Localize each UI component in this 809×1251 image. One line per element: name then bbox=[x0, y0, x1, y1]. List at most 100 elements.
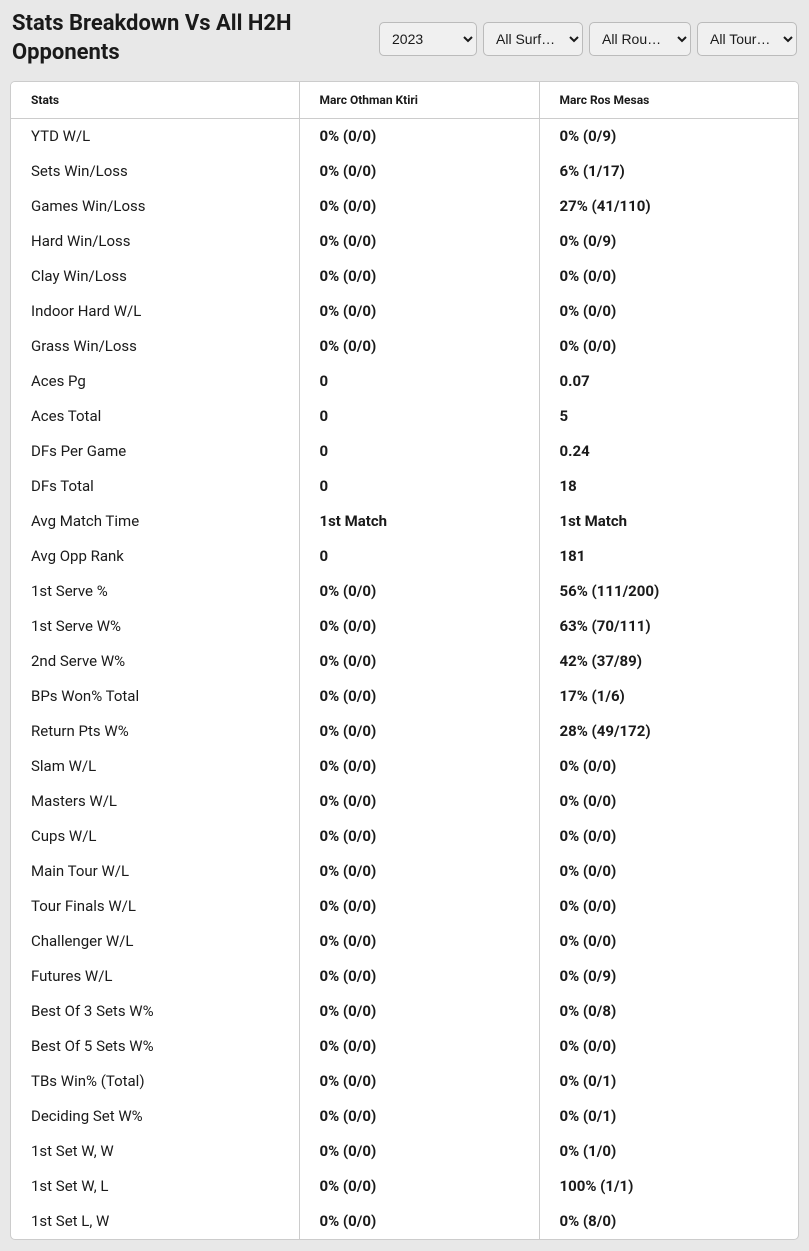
stat-label: Cups W/L bbox=[11, 819, 299, 854]
stat-label: YTD W/L bbox=[11, 119, 299, 154]
table-row: Best Of 5 Sets W%0% (0/0)0% (0/0) bbox=[11, 1029, 798, 1064]
table-row: DFs Total018 bbox=[11, 469, 798, 504]
stat-value: 0% (0/0) bbox=[299, 574, 539, 609]
stat-value: 0% (0/0) bbox=[539, 819, 798, 854]
stat-label: Best Of 5 Sets W% bbox=[11, 1029, 299, 1064]
table-row: 1st Set L, W0% (0/0)0% (8/0) bbox=[11, 1204, 798, 1239]
stat-label: DFs Per Game bbox=[11, 434, 299, 469]
table-row: 2nd Serve W%0% (0/0)42% (37/89) bbox=[11, 644, 798, 679]
stat-label: Slam W/L bbox=[11, 749, 299, 784]
stat-value: 0% (0/0) bbox=[299, 1099, 539, 1134]
stat-label: Tour Finals W/L bbox=[11, 889, 299, 924]
stat-value: 0% (8/0) bbox=[539, 1204, 798, 1239]
stat-value: 0% (0/0) bbox=[299, 154, 539, 189]
table-row: Sets Win/Loss0% (0/0)6% (1/17) bbox=[11, 154, 798, 189]
table-row: TBs Win% (Total)0% (0/0)0% (0/1) bbox=[11, 1064, 798, 1099]
stat-value: 0% (0/1) bbox=[539, 1099, 798, 1134]
table-row: 1st Set W, W0% (0/0)0% (1/0) bbox=[11, 1134, 798, 1169]
stat-value: 0% (0/0) bbox=[299, 924, 539, 959]
stat-value: 0% (0/8) bbox=[539, 994, 798, 1029]
table-row: Indoor Hard W/L0% (0/0)0% (0/0) bbox=[11, 294, 798, 329]
stat-value: 0% (0/0) bbox=[299, 714, 539, 749]
stat-value: 1st Match bbox=[539, 504, 798, 539]
table-row: 1st Set W, L0% (0/0)100% (1/1) bbox=[11, 1169, 798, 1204]
stat-value: 0.07 bbox=[539, 364, 798, 399]
column-header-stats: Stats bbox=[11, 82, 299, 119]
stat-label: Futures W/L bbox=[11, 959, 299, 994]
stat-value: 0% (0/0) bbox=[299, 644, 539, 679]
column-header-player2: Marc Ros Mesas bbox=[539, 82, 798, 119]
table-row: Hard Win/Loss0% (0/0)0% (0/9) bbox=[11, 224, 798, 259]
stat-value: 181 bbox=[539, 539, 798, 574]
stat-value: 0% (0/0) bbox=[539, 1029, 798, 1064]
stat-value: 27% (41/110) bbox=[539, 189, 798, 224]
stat-label: Challenger W/L bbox=[11, 924, 299, 959]
stat-value: 28% (49/172) bbox=[539, 714, 798, 749]
stat-value: 0 bbox=[299, 539, 539, 574]
table-row: BPs Won% Total0% (0/0)17% (1/6) bbox=[11, 679, 798, 714]
stat-label: 1st Set W, W bbox=[11, 1134, 299, 1169]
table-row: Main Tour W/L0% (0/0)0% (0/0) bbox=[11, 854, 798, 889]
stat-label: Return Pts W% bbox=[11, 714, 299, 749]
table-row: Challenger W/L0% (0/0)0% (0/0) bbox=[11, 924, 798, 959]
stat-label: TBs Win% (Total) bbox=[11, 1064, 299, 1099]
stat-value: 0% (0/0) bbox=[539, 784, 798, 819]
table-row: Games Win/Loss0% (0/0)27% (41/110) bbox=[11, 189, 798, 224]
stat-value: 0% (0/0) bbox=[539, 294, 798, 329]
table-row: Aces Total05 bbox=[11, 399, 798, 434]
stat-value: 0% (0/0) bbox=[299, 119, 539, 154]
stat-label: 2nd Serve W% bbox=[11, 644, 299, 679]
stat-value: 0% (0/9) bbox=[539, 224, 798, 259]
stat-value: 0% (0/0) bbox=[299, 854, 539, 889]
round-filter[interactable]: All RoundsFinalSFQFR16 bbox=[589, 22, 691, 56]
stat-value: 0% (0/0) bbox=[299, 889, 539, 924]
stat-value: 0% (0/0) bbox=[299, 994, 539, 1029]
stat-label: 1st Set L, W bbox=[11, 1204, 299, 1239]
stat-value: 0% (0/0) bbox=[539, 924, 798, 959]
table-row: Return Pts W%0% (0/0)28% (49/172) bbox=[11, 714, 798, 749]
stat-label: Best Of 3 Sets W% bbox=[11, 994, 299, 1029]
stat-value: 0.24 bbox=[539, 434, 798, 469]
table-row: Futures W/L0% (0/0)0% (0/9) bbox=[11, 959, 798, 994]
stats-table: Stats Marc Othman Ktiri Marc Ros Mesas Y… bbox=[11, 82, 798, 1239]
stat-value: 6% (1/17) bbox=[539, 154, 798, 189]
stat-label: 1st Set W, L bbox=[11, 1169, 299, 1204]
stat-label: BPs Won% Total bbox=[11, 679, 299, 714]
stat-value: 0% (0/0) bbox=[299, 329, 539, 364]
filter-controls: 2023202220212020 All Surfa…All SurfacesH… bbox=[379, 22, 797, 56]
stat-value: 0% (0/1) bbox=[539, 1064, 798, 1099]
stat-label: 1st Serve % bbox=[11, 574, 299, 609]
stat-label: 1st Serve W% bbox=[11, 609, 299, 644]
stat-label: Indoor Hard W/L bbox=[11, 294, 299, 329]
stat-label: Games Win/Loss bbox=[11, 189, 299, 224]
stat-value: 0% (0/0) bbox=[539, 889, 798, 924]
tournament-filter[interactable]: All Tour…All TournamentsGrand SlamMaster… bbox=[697, 22, 797, 56]
stat-value: 0% (0/0) bbox=[299, 294, 539, 329]
stat-value: 0% (0/0) bbox=[299, 1169, 539, 1204]
stat-value: 0% (0/0) bbox=[539, 329, 798, 364]
stat-value: 18 bbox=[539, 469, 798, 504]
stat-value: 0% (0/0) bbox=[299, 189, 539, 224]
stat-value: 0% (0/0) bbox=[299, 819, 539, 854]
table-row: 1st Serve %0% (0/0)56% (111/200) bbox=[11, 574, 798, 609]
table-row: Grass Win/Loss0% (0/0)0% (0/0) bbox=[11, 329, 798, 364]
stat-label: Main Tour W/L bbox=[11, 854, 299, 889]
stat-label: Masters W/L bbox=[11, 784, 299, 819]
table-row: Avg Match Time1st Match1st Match bbox=[11, 504, 798, 539]
stat-value: 0% (0/0) bbox=[299, 959, 539, 994]
stat-value: 56% (111/200) bbox=[539, 574, 798, 609]
table-row: Best Of 3 Sets W%0% (0/0)0% (0/8) bbox=[11, 994, 798, 1029]
table-row: Avg Opp Rank0181 bbox=[11, 539, 798, 574]
table-row: DFs Per Game00.24 bbox=[11, 434, 798, 469]
stat-value: 0% (0/0) bbox=[299, 749, 539, 784]
stat-value: 0% (0/0) bbox=[299, 1064, 539, 1099]
table-row: 1st Serve W%0% (0/0)63% (70/111) bbox=[11, 609, 798, 644]
surface-filter[interactable]: All Surfa…All SurfacesHardClayGrassIndoo… bbox=[483, 22, 583, 56]
table-row: Cups W/L0% (0/0)0% (0/0) bbox=[11, 819, 798, 854]
stat-value: 0% (0/0) bbox=[299, 784, 539, 819]
stat-label: Avg Match Time bbox=[11, 504, 299, 539]
stat-value: 17% (1/6) bbox=[539, 679, 798, 714]
stat-value: 42% (37/89) bbox=[539, 644, 798, 679]
year-filter[interactable]: 2023202220212020 bbox=[379, 22, 477, 56]
table-row: Masters W/L0% (0/0)0% (0/0) bbox=[11, 784, 798, 819]
